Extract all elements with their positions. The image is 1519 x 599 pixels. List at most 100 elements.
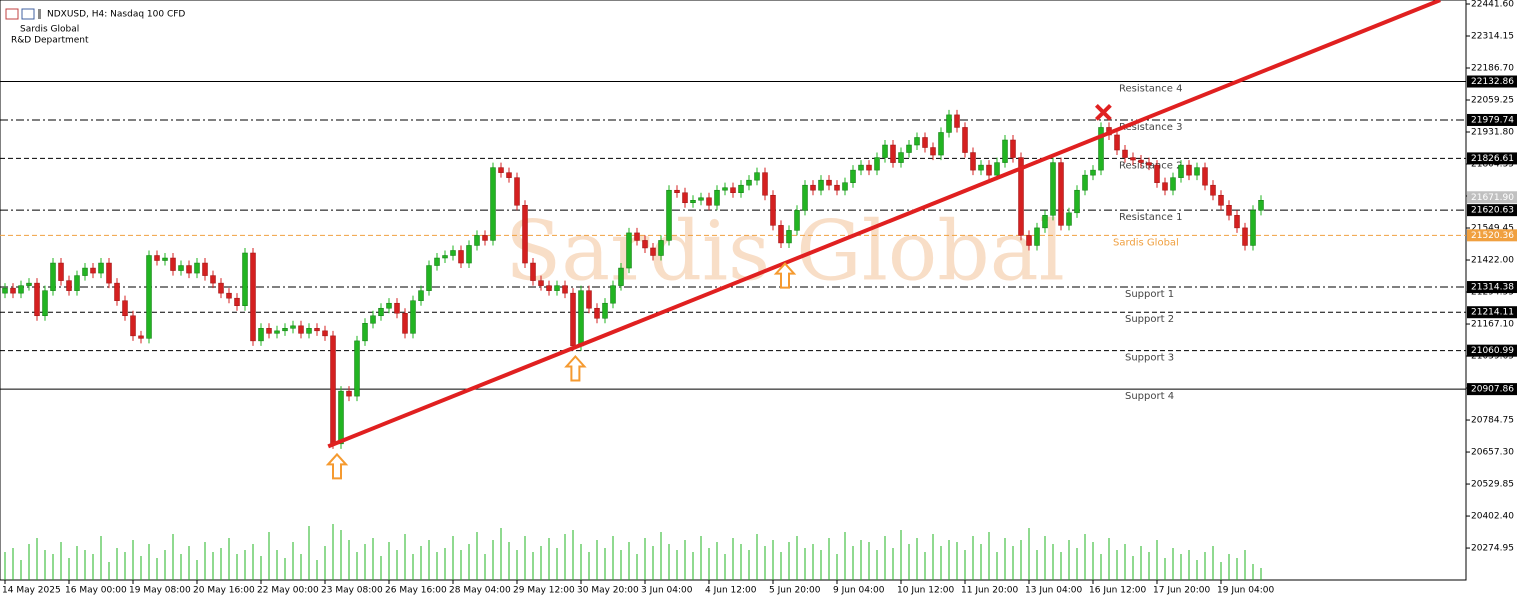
candle-body <box>426 265 432 291</box>
level-label: Resistance 4 <box>1119 84 1182 95</box>
x-tick-label: 26 May 16:00 <box>385 586 447 596</box>
candle-body <box>450 250 456 256</box>
y-tick-label: 21549.45 <box>1471 224 1514 234</box>
candle-body <box>898 152 904 163</box>
x-tick-label: 9 Jun 04:00 <box>833 586 885 596</box>
candle-body <box>602 302 608 319</box>
candle-body <box>1154 164 1160 183</box>
candle-body <box>106 262 112 284</box>
candle-body <box>1138 159 1144 163</box>
level-price: 21214.11 <box>1471 308 1514 318</box>
arrow-marker <box>325 452 349 480</box>
candle-body <box>778 225 784 244</box>
candle-body <box>810 184 816 191</box>
candle-body <box>394 302 400 314</box>
y-tick-label: 22441.60 <box>1471 0 1514 9</box>
level-price: 20907.86 <box>1471 385 1514 395</box>
level-label: Support 2 <box>1125 314 1174 325</box>
candle-body <box>1010 139 1016 158</box>
level-label: Resistance 3 <box>1119 122 1182 133</box>
y-tick-label: 21167.10 <box>1471 320 1514 330</box>
level-price: 21314.38 <box>1471 283 1514 293</box>
candle-body <box>202 262 208 276</box>
candle-body <box>1226 205 1232 216</box>
candle-body <box>762 172 768 196</box>
candle-body <box>1178 164 1184 178</box>
x-tick-label: 22 May 00:00 <box>257 586 319 596</box>
candle-body <box>26 282 32 286</box>
candle-body <box>386 302 392 309</box>
candle-body <box>922 137 928 148</box>
toolbar-icons <box>5 8 41 20</box>
level-price-box <box>1467 152 1517 165</box>
candle-body <box>842 182 848 191</box>
candle-body <box>338 390 344 445</box>
candle-body <box>154 255 160 261</box>
candle-body <box>1114 134 1120 151</box>
candle-body <box>322 330 328 337</box>
candle-body <box>1082 174 1088 191</box>
y-tick-label: 21931.80 <box>1471 128 1514 138</box>
icon <box>5 8 19 20</box>
level-label: Support 4 <box>1125 391 1174 402</box>
icon <box>38 9 41 19</box>
candle-body <box>1074 189 1080 214</box>
y-tick-label: 20657.30 <box>1471 448 1514 458</box>
candle-body <box>194 262 200 274</box>
x-tick-label: 13 Jun 04:00 <box>1025 586 1082 596</box>
candle-body <box>1098 127 1104 171</box>
candle-body <box>1170 177 1176 191</box>
candle-body <box>1162 182 1168 191</box>
candle-body <box>618 267 624 286</box>
candle-body <box>930 147 936 156</box>
candle-body <box>1050 162 1056 216</box>
candle-body <box>1018 157 1024 236</box>
candle-body <box>250 252 256 342</box>
candle-body <box>770 194 776 226</box>
candle-body <box>1130 157 1136 161</box>
candle-body <box>642 240 648 249</box>
candle-body <box>1034 227 1040 246</box>
candle-body <box>266 328 272 334</box>
candle-body <box>834 184 840 191</box>
candle-body <box>970 152 976 171</box>
x-tick-label: 29 May 12:00 <box>513 586 575 596</box>
candle-body <box>1090 169 1096 176</box>
candle-body <box>890 144 896 163</box>
level-price: 21520.36 <box>1471 231 1514 241</box>
level-price-box <box>1467 383 1517 396</box>
candle-body <box>506 172 512 178</box>
candle-body <box>346 390 352 397</box>
candle-body <box>1058 162 1064 226</box>
y-tick-label: 22314.15 <box>1471 31 1514 41</box>
candle-body <box>866 164 872 171</box>
candle-body <box>1242 227 1248 246</box>
level-price: 22132.86 <box>1471 77 1514 87</box>
candle-body <box>282 328 288 332</box>
candle-body <box>722 187 728 191</box>
candle-body <box>402 313 408 334</box>
candle-body <box>466 245 472 264</box>
x-tick-label: 10 Jun 12:00 <box>897 586 954 596</box>
candle-body <box>362 323 368 342</box>
candle-body <box>1258 200 1264 211</box>
x-tick-label: 30 May 20:00 <box>577 586 639 596</box>
candle-body <box>330 335 336 445</box>
candle-body <box>34 282 40 317</box>
candle-body <box>1042 215 1048 229</box>
candle-body <box>314 328 320 332</box>
candle-body <box>786 230 792 244</box>
candle-body <box>954 114 960 128</box>
level-price: 21826.61 <box>1471 154 1514 164</box>
x-tick-label: 5 Jun 20:00 <box>769 586 821 596</box>
x-tick-label: 28 May 04:00 <box>449 586 511 596</box>
candle-body <box>306 328 312 334</box>
candle-body <box>138 335 144 339</box>
candle-body <box>674 189 680 193</box>
icon <box>21 8 35 20</box>
candle-body <box>938 132 944 156</box>
candle-body <box>522 205 528 264</box>
candle-body <box>410 300 416 334</box>
chart-title: NDXUSD, H4: Nasdaq 100 CFD <box>47 10 185 20</box>
